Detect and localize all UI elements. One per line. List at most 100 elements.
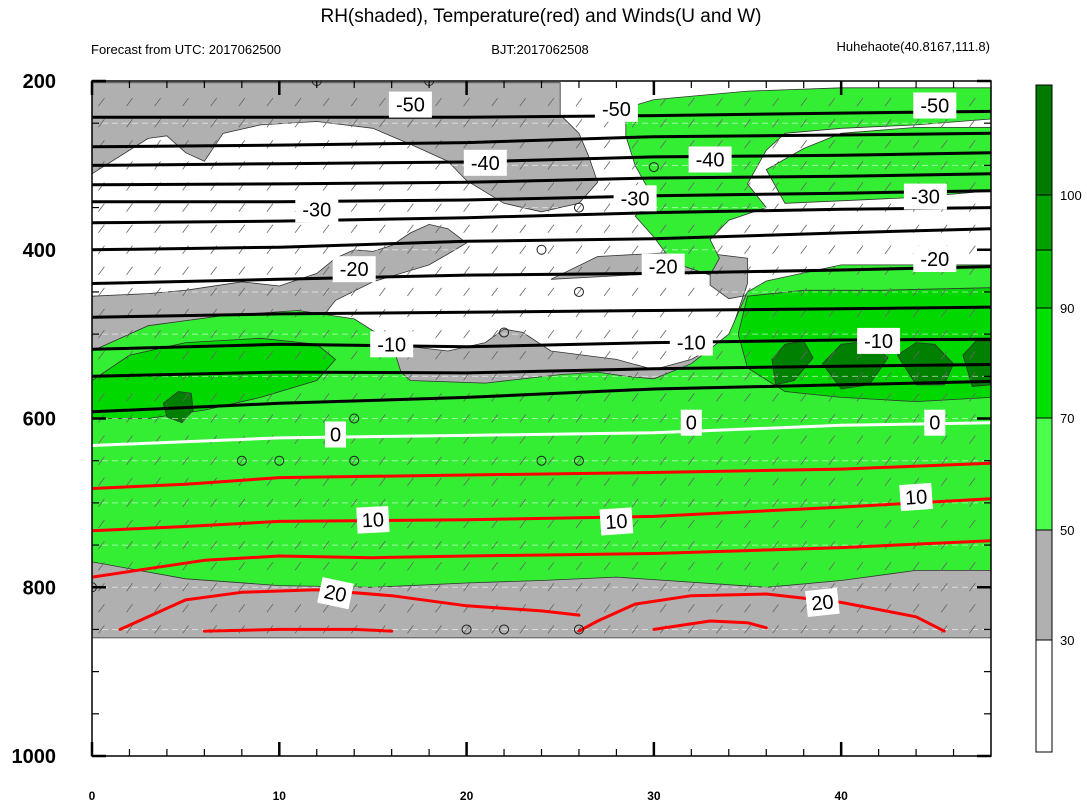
wind-barb <box>463 97 470 107</box>
colorbar-segment <box>1035 84 1053 196</box>
wind-barb <box>154 266 161 276</box>
wind-barb <box>126 477 133 487</box>
wind-barb <box>828 161 836 170</box>
wind-barb <box>350 498 358 508</box>
wind-barb <box>547 203 555 212</box>
wind-barb <box>744 182 751 191</box>
wind-barb <box>659 118 667 128</box>
wind-barb <box>547 329 555 339</box>
wind-barb <box>631 625 639 634</box>
wind-barb <box>238 203 246 212</box>
wind-barb <box>407 456 414 465</box>
wind-barb <box>182 498 189 508</box>
wind-barb <box>407 203 414 212</box>
wind-barb <box>407 245 414 255</box>
wind-barb <box>631 287 639 297</box>
wind-barb <box>547 182 555 191</box>
temperature-contour-20-17 <box>577 592 946 633</box>
wind-barb <box>407 287 414 297</box>
wind-barb <box>912 118 920 128</box>
wind-barb <box>547 625 555 634</box>
wind-barb <box>968 182 976 191</box>
wind-barb <box>884 161 892 170</box>
wind-barb <box>491 414 499 423</box>
wind-barb <box>659 350 667 360</box>
wind-barb <box>294 266 302 276</box>
wind-barb <box>575 540 583 550</box>
wind-barb <box>126 540 133 550</box>
contour-label-text: 10 <box>361 509 384 532</box>
contour-label-box <box>641 253 685 280</box>
wind-barb <box>884 97 892 107</box>
wind-barb <box>828 477 836 487</box>
wind-barb <box>575 583 583 592</box>
wind-barb <box>182 625 189 634</box>
contour-label-text: 20 <box>322 581 348 607</box>
wind-barb <box>631 540 639 550</box>
wind-barb <box>350 561 358 571</box>
wind-barb <box>631 393 639 402</box>
temperature-contour--20-6 <box>92 227 991 252</box>
wind-barb <box>238 97 246 107</box>
wind-barb <box>856 308 864 318</box>
wind-barb <box>575 477 583 487</box>
calm-wind-marker <box>573 286 584 297</box>
wind-barb <box>491 540 499 550</box>
wind-barb <box>98 625 105 634</box>
wind-barb <box>519 456 527 465</box>
wind-barb <box>631 561 639 571</box>
wind-barb <box>210 414 218 423</box>
contour-label: -50 <box>913 92 957 119</box>
wind-barb <box>603 456 611 465</box>
wind-barb <box>491 224 499 233</box>
wind-barb <box>772 161 779 170</box>
wind-barb <box>98 540 105 550</box>
wind-barb <box>884 435 892 444</box>
bjt-time-label: BJT:2017062508 <box>491 42 589 57</box>
wind-barb <box>322 329 330 339</box>
wind-barb <box>800 393 808 402</box>
wind-barb <box>603 414 611 423</box>
wind-barb <box>547 519 555 529</box>
wind-barb <box>716 224 723 233</box>
wind-barb <box>940 604 948 613</box>
contour-label: -10 <box>857 327 901 354</box>
wind-barb <box>575 350 583 360</box>
wind-barb <box>350 477 358 487</box>
calm-wind-marker <box>499 624 510 635</box>
wind-barb <box>659 245 667 255</box>
contour-label-text: 10 <box>605 511 629 534</box>
wind-barb <box>968 435 976 444</box>
wind-barb <box>210 329 218 339</box>
wind-barb <box>519 414 527 423</box>
x-tick-label: 0 <box>89 789 96 803</box>
wind-barb <box>266 329 274 339</box>
wind-barb <box>294 287 302 297</box>
wind-barb <box>378 287 386 297</box>
wind-barb <box>547 477 555 487</box>
contour-label-text: 10 <box>904 486 928 509</box>
wind-barb <box>238 456 246 465</box>
contour-label-text: 20 <box>810 591 834 615</box>
wind-barb <box>687 224 695 233</box>
wind-barb <box>800 118 808 128</box>
wind-barb <box>547 540 555 550</box>
calm-wind-marker <box>536 455 547 466</box>
wind-barb <box>575 329 583 339</box>
contour-label: 20 <box>805 587 840 618</box>
contour-label-box <box>805 587 840 618</box>
wind-barb <box>575 245 583 255</box>
wind-barb <box>968 625 976 634</box>
wind-barb <box>744 329 751 339</box>
contour-label: -20 <box>332 256 376 283</box>
wind-barb <box>884 414 892 423</box>
colorbar-label: 90 <box>1060 301 1074 316</box>
calm-wind-marker <box>648 162 659 173</box>
contour-label: -10 <box>669 329 713 356</box>
wind-barb <box>884 456 892 465</box>
wind-barb <box>912 414 920 423</box>
wind-barb <box>800 245 808 255</box>
wind-barb <box>631 161 639 170</box>
wind-barb <box>238 414 246 423</box>
wind-barb <box>856 161 864 170</box>
